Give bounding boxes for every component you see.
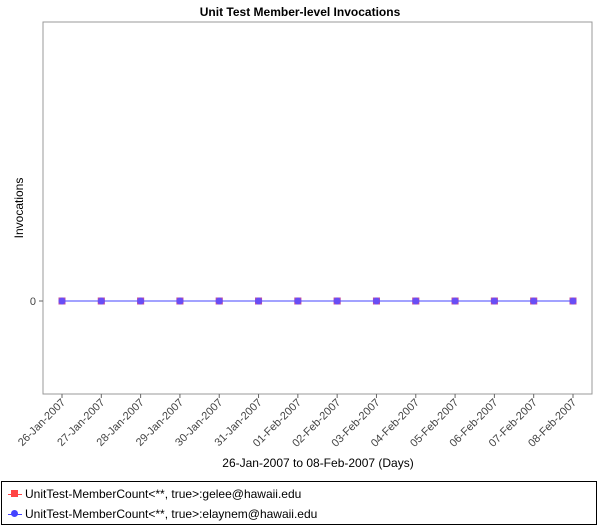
legend-item-elaynem: UnitTest-MemberCount<**, true>:elaynem@h… [8,504,317,524]
overlap-point [451,297,459,305]
overlap-point [137,297,145,305]
overlap-point [530,297,538,305]
legend-label: UnitTest-MemberCount<**, true>:gelee@haw… [25,487,302,501]
legend-item-gelee: UnitTest-MemberCount<**, true>:gelee@haw… [8,484,301,504]
overlap-point [569,297,577,305]
legend-label: UnitTest-MemberCount<**, true>:elaynem@h… [25,507,318,521]
overlap-point [372,297,380,305]
overlap-point [294,297,302,305]
legend-circle-marker-icon [8,509,22,519]
legend-square-marker-icon [8,489,22,499]
y-axis-label: Invocations [12,178,26,239]
overlap-point [176,297,184,305]
overlap-point [255,297,263,305]
plot-area [42,21,593,395]
overlap-point [412,297,420,305]
overlap-point [97,297,105,305]
legend: UnitTest-MemberCount<**, true>:gelee@haw… [1,481,597,525]
overlap-point [215,297,223,305]
overlap-markers [58,297,577,305]
overlap-point [58,297,66,305]
series-layer [58,297,577,305]
y-tick-label: 0 [30,296,36,308]
chart-title: Unit Test Member-level Invocations [200,5,401,19]
overlap-point [333,297,341,305]
x-axis-ticks: 26-Jan-200727-Jan-200728-Jan-200729-Jan-… [16,394,579,450]
overlap-point [490,297,498,305]
x-axis-label: 26-Jan-2007 to 08-Feb-2007 (Days) [222,456,413,470]
y-axis-ticks: 0 [30,296,43,308]
